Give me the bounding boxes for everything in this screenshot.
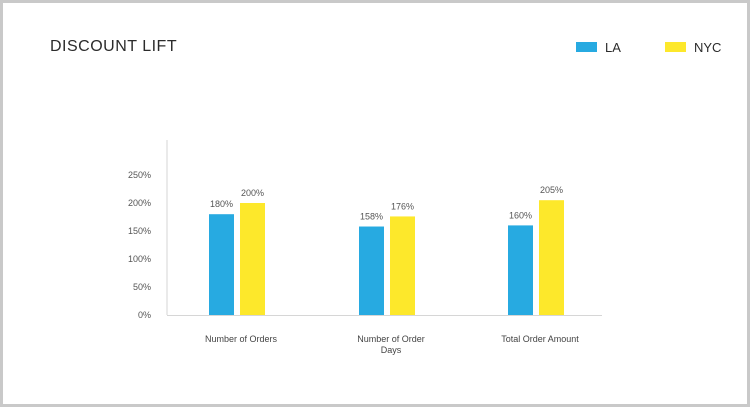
data-label-la: 160% [509, 210, 532, 220]
x-tick-label: Number of Order [357, 334, 425, 344]
data-label-nyc: 200% [241, 188, 264, 198]
chart-legend: LA NYC [3, 39, 750, 59]
legend-swatch-la [576, 42, 597, 52]
legend-item-la[interactable]: LA [576, 39, 621, 55]
y-tick-label: 100% [128, 254, 151, 264]
bar-nyc [390, 216, 415, 315]
bar-la [359, 226, 384, 315]
legend-swatch-nyc [665, 42, 686, 52]
y-tick-label: 50% [133, 282, 151, 292]
legend-label-nyc: NYC [694, 39, 722, 55]
data-label-nyc: 205% [540, 185, 563, 195]
x-tick-label: Total Order Amount [501, 334, 579, 344]
bar-nyc [240, 203, 265, 315]
y-tick-label: 0% [138, 310, 151, 320]
bar-nyc [539, 200, 564, 315]
data-label-nyc: 176% [391, 201, 414, 211]
y-tick-label: 150% [128, 226, 151, 236]
x-tick-label: Days [381, 345, 402, 355]
y-tick-label: 250% [128, 170, 151, 180]
data-label-la: 180% [210, 199, 233, 209]
x-tick-label: Number of Orders [205, 334, 278, 344]
bar-la [508, 225, 533, 315]
bar-la [209, 214, 234, 315]
chart-title: DISCOUNT LIFT [50, 38, 178, 55]
legend-label-la: LA [605, 39, 621, 55]
legend-item-nyc[interactable]: NYC [665, 39, 721, 55]
y-tick-label: 200% [128, 198, 151, 208]
data-label-la: 158% [360, 212, 383, 222]
